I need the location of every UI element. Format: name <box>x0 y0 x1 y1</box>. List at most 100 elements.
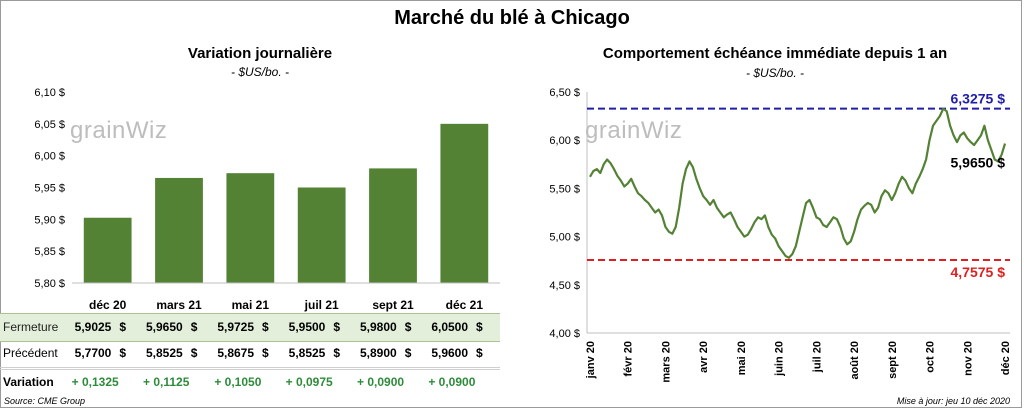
y-tick-label: 6,00 $ <box>34 151 65 163</box>
x-tick-label: juil 20 <box>811 341 823 373</box>
cell-value: 5,8675 <box>217 346 255 360</box>
table-cell: + 0,1125 <box>143 375 209 389</box>
cell-value: 5,8525 <box>288 346 326 360</box>
table-cell: + 0,0900 <box>357 375 423 389</box>
table-cell: 5,9025 $ <box>75 320 141 334</box>
table-row-variation: Variation + 0,1325 + 0,1125 + 0,1050 + 0,09… <box>0 372 500 392</box>
table-cell: + 0,0975 <box>286 375 352 389</box>
bar <box>83 217 132 283</box>
update-note: Mise à jour: jeu 10 déc 2020 <box>896 396 1010 406</box>
table-cell: 5,9650 $ <box>146 320 212 334</box>
reference-lines <box>587 107 1010 261</box>
y-tick-label: 6,00 $ <box>549 135 580 147</box>
y-tick-label: 5,50 $ <box>549 183 580 195</box>
cell-currency: $ <box>333 320 341 334</box>
x-tick-label: déc 20 <box>1000 341 1012 375</box>
table-cell: 5,8675 $ <box>217 346 283 360</box>
watermark: grainWiz <box>585 117 682 144</box>
cell-value: + 0,1125 <box>143 375 190 389</box>
cell-value: 5,9800 <box>360 320 397 334</box>
bar-chart: grainWiz 5,80 $ 5,85 $ 5,90 $ 5,95 $ 6,00 $ 6… <box>34 87 500 312</box>
cell-value: 5,9500 <box>288 320 326 334</box>
y-tick-label: 5,90 $ <box>34 214 65 226</box>
x-tick-label: déc 20 <box>89 298 127 312</box>
y-tick-label: 6,50 $ <box>549 87 580 99</box>
table-row-precedent: Précédent 5,7700 $5,8525 $5,8675 $5,8525 $5,… <box>0 343 500 363</box>
cell-value: 5,9725 <box>217 320 255 334</box>
x-tick-label: nov 20 <box>962 341 974 376</box>
table-separator <box>0 369 500 370</box>
table-cell: 5,9725 $ <box>217 320 283 334</box>
cell-currency: $ <box>262 346 269 360</box>
watermark: grainWiz <box>70 117 167 144</box>
cell-currency: $ <box>119 346 127 360</box>
line-chart: grainWiz 4,00 $ 4,50 $ 5,00 $ 5,50 $ 6,00 $ 6… <box>549 87 1012 383</box>
x-tick-label: mai 20 <box>736 341 748 375</box>
bar-y-axis: 5,80 $ 5,85 $ 5,90 $ 5,95 $ 6,00 $ 6,05 $ 6,10… <box>34 87 65 290</box>
x-tick-label: févr 20 <box>623 341 635 376</box>
bar <box>440 123 489 283</box>
y-tick-label: 5,85 $ <box>34 246 65 258</box>
table-cell: 5,9600 $ <box>431 346 497 360</box>
source-note: Source: CME Group <box>4 396 86 406</box>
y-tick-label: 4,50 $ <box>549 280 580 292</box>
table-cell: + 0,0900 <box>428 375 494 389</box>
x-tick-label: sept 20 <box>887 341 899 379</box>
x-tick-label: juin 20 <box>774 341 786 377</box>
cell-value: + 0,0975 <box>285 375 333 389</box>
cell-currency: $ <box>404 346 412 360</box>
x-tick-label: août 20 <box>849 341 861 380</box>
y-tick-label: 6,10 $ <box>34 87 65 99</box>
table-separator <box>0 367 500 368</box>
y-tick-label: 6,05 $ <box>34 119 65 131</box>
main-title: Marché du blé à Chicago <box>394 7 630 29</box>
row-label: Fermeture <box>3 320 59 334</box>
cell-value: 5,7700 <box>74 346 112 360</box>
y-tick-label: 5,80 $ <box>34 278 65 290</box>
table-cell: 5,8525 $ <box>146 346 212 360</box>
fermeture-row-background <box>0 313 500 342</box>
table-cell: + 0,1050 <box>214 375 280 389</box>
cell-value: 5,8525 <box>146 346 183 360</box>
left-chart-title: Variation journalière <box>187 45 333 62</box>
cell-currency: $ <box>190 346 198 360</box>
x-tick-label: oct 20 <box>925 341 937 373</box>
row-label: Précédent <box>3 346 58 360</box>
cell-currency: $ <box>190 320 198 334</box>
table-cell: 5,8525 $ <box>289 346 355 360</box>
right-chart-unit: - $US/bo. - <box>745 66 805 80</box>
table-cell: 6,0500 $ <box>431 320 497 334</box>
table-cell: 5,8900 $ <box>360 346 426 360</box>
cell-currency: $ <box>262 320 269 334</box>
cell-value: + 0,1050 <box>214 375 262 389</box>
price-series-line <box>589 107 1007 259</box>
cell-currency: $ <box>476 320 483 334</box>
cell-currency: $ <box>333 346 341 360</box>
x-tick-label: mars 20 <box>660 341 672 383</box>
bar <box>369 168 417 283</box>
x-tick-label: sept 21 <box>372 298 414 312</box>
line-x-axis: janv 20 févr 20 mars 20 avr 20 mai 20 juin 20… <box>585 341 1012 383</box>
table-cell: 5,7700 $ <box>75 346 141 360</box>
table-cell: 5,9800 $ <box>360 320 426 334</box>
y-tick-label: 4,00 $ <box>549 328 580 340</box>
x-tick-label: avr 20 <box>698 341 710 373</box>
cell-currency: $ <box>476 346 483 360</box>
cell-value: + 0,0900 <box>357 375 405 389</box>
right-chart-title: Comportement échéance immédiate depuis 1… <box>602 45 948 62</box>
cell-value: 5,9025 <box>74 320 112 334</box>
last-value-label: 5,9650 $ <box>951 155 1006 171</box>
cell-value: + 0,1325 <box>71 375 119 389</box>
cell-currency: $ <box>404 320 412 334</box>
row-label: Variation <box>3 375 54 389</box>
cell-value: 6,0500 <box>431 320 469 334</box>
bar-series <box>83 123 489 283</box>
y-tick-label: 5,00 $ <box>549 232 580 244</box>
x-tick-label: déc 21 <box>446 298 484 312</box>
bar-x-axis: déc 20 mars 21 mai 21 juil 21 sept 21 déc 21 <box>89 298 483 312</box>
x-tick-label: mars 21 <box>156 298 202 312</box>
cell-value: + 0,0900 <box>428 375 476 389</box>
cell-value: 5,8900 <box>360 346 397 360</box>
cell-currency: $ <box>119 320 127 334</box>
